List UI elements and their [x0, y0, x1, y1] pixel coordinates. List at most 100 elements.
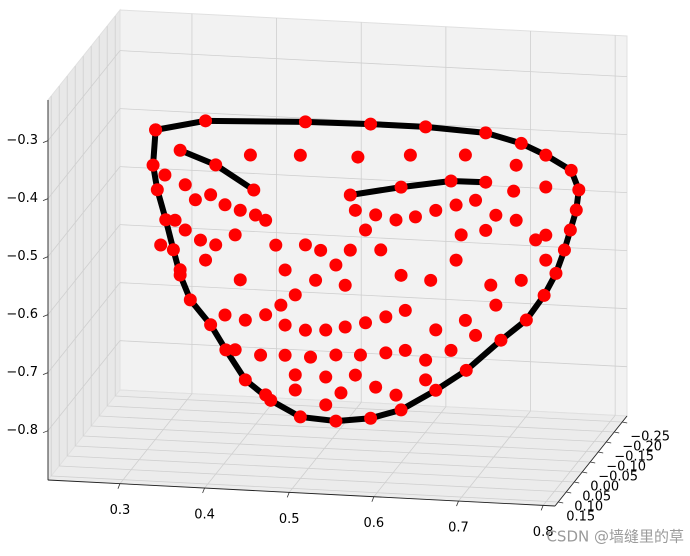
- y-tick-label: −0.05: [598, 470, 638, 485]
- tick-mark: [614, 431, 620, 434]
- point: [398, 303, 412, 317]
- point: [514, 273, 528, 287]
- tick-mark: [202, 487, 205, 494]
- grid-line: [47, 166, 121, 257]
- point: [348, 203, 362, 217]
- point: [459, 363, 473, 377]
- x-tick-label: 0.4: [194, 508, 215, 523]
- point: [458, 148, 472, 162]
- point: [539, 253, 553, 267]
- point: [304, 350, 318, 364]
- grid-line: [47, 108, 121, 199]
- point: [429, 383, 443, 397]
- point: [278, 263, 292, 277]
- point: [394, 180, 408, 194]
- tick-mark: [558, 501, 564, 504]
- point: [364, 411, 378, 425]
- point: [469, 328, 483, 342]
- point: [199, 114, 213, 128]
- point: [228, 228, 242, 242]
- z-tick-label: −0.6: [6, 307, 38, 322]
- grid-line: [458, 410, 531, 502]
- point: [419, 353, 433, 367]
- point: [514, 136, 528, 150]
- grid-line: [51, 475, 559, 503]
- point: [403, 148, 417, 162]
- point: [529, 233, 543, 247]
- y-axis: [554, 415, 628, 507]
- point: [379, 310, 393, 324]
- tick-mark: [540, 505, 544, 511]
- tick-mark: [456, 500, 459, 507]
- point: [424, 273, 438, 287]
- tick-mark: [42, 140, 49, 143]
- grid-line: [47, 340, 121, 431]
- point: [150, 183, 164, 197]
- point: [419, 120, 433, 134]
- point: [264, 393, 278, 407]
- point: [369, 208, 383, 222]
- point: [298, 238, 312, 252]
- point: [329, 348, 343, 362]
- tick-mark: [622, 421, 628, 424]
- x-axis: [47, 479, 556, 507]
- point: [343, 243, 357, 257]
- grid-line: [91, 425, 599, 453]
- point: [539, 228, 553, 242]
- point: [564, 163, 578, 177]
- point: [539, 180, 553, 194]
- grid-line: [373, 406, 447, 497]
- point: [338, 320, 352, 334]
- y-tick-label: 0.15: [566, 510, 595, 525]
- point: [319, 370, 333, 384]
- point: [469, 193, 483, 207]
- grid-line: [204, 397, 277, 489]
- point: [329, 258, 343, 272]
- grid-line: [119, 282, 628, 310]
- point: [149, 123, 163, 137]
- y-tick-label: −0.25: [630, 430, 670, 445]
- point: [348, 368, 362, 382]
- grid-line: [47, 282, 121, 373]
- point: [549, 266, 563, 280]
- point: [479, 175, 493, 189]
- point: [183, 293, 197, 307]
- y-tick-label: 0.00: [590, 480, 619, 495]
- x-tick-label: 0.6: [364, 516, 385, 531]
- tick-mark: [42, 314, 49, 318]
- point: [238, 313, 252, 327]
- z-tick-label: −0.8: [6, 423, 38, 438]
- point: [278, 318, 292, 332]
- y-tick-label: −0.20: [622, 440, 662, 455]
- grid-line: [59, 465, 567, 493]
- point: [444, 343, 458, 357]
- grid-line: [119, 393, 193, 484]
- point: [479, 223, 493, 237]
- point: [353, 348, 367, 362]
- y-tick-label: 0.05: [582, 490, 611, 505]
- point: [507, 184, 521, 198]
- x-tick-label: 0.3: [110, 503, 131, 518]
- tick-mark: [42, 256, 49, 260]
- point: [419, 373, 433, 387]
- point: [288, 288, 302, 302]
- point: [319, 398, 333, 412]
- point: [173, 268, 187, 282]
- tick-mark: [574, 481, 580, 484]
- point: [351, 150, 365, 164]
- grid-line: [119, 50, 628, 78]
- point: [379, 346, 393, 360]
- point: [563, 223, 577, 237]
- grid-line: [119, 224, 628, 252]
- point: [248, 208, 262, 222]
- point: [458, 313, 472, 327]
- point: [278, 348, 292, 362]
- point: [247, 183, 261, 197]
- point: [572, 183, 586, 197]
- tick-mark: [42, 198, 49, 201]
- outline-line: [150, 117, 582, 425]
- point: [259, 213, 273, 227]
- point: [537, 288, 551, 302]
- grid-line: [47, 50, 121, 141]
- point: [509, 213, 523, 227]
